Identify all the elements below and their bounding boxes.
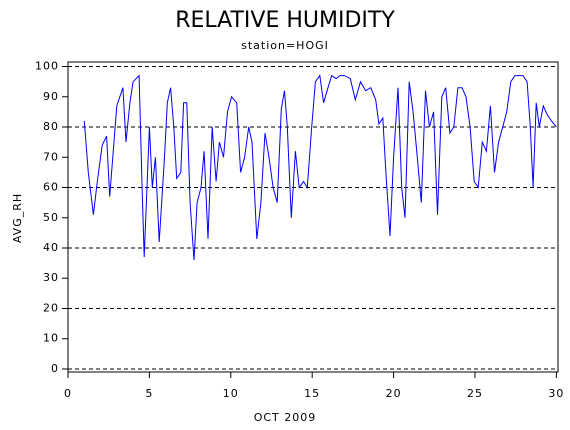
- plot-frame: [67, 61, 559, 373]
- y-tick-label: 30: [43, 271, 59, 284]
- y-tick-label: 90: [43, 90, 59, 103]
- x-tick-label: 15: [304, 387, 320, 400]
- data-line: [83, 74, 557, 261]
- x-tick-label: 0: [64, 387, 72, 400]
- y-tick-label: 10: [43, 332, 59, 345]
- y-axis-label: AVG_RH: [11, 193, 24, 243]
- chart-subtitle: station=HOGI: [241, 39, 329, 52]
- y-tick-label: 40: [43, 241, 59, 254]
- x-tick-label: 5: [145, 387, 153, 400]
- y-tick-label: 50: [43, 211, 59, 224]
- x-tick-label: 25: [467, 387, 483, 400]
- y-tick-label: 60: [43, 181, 59, 194]
- x-tick-label: 30: [548, 387, 564, 400]
- y-tick-label: 0: [51, 362, 59, 375]
- x-tick-label: 20: [386, 387, 402, 400]
- x-tick-label: 10: [223, 387, 239, 400]
- x-axis-label: OCT 2009: [254, 411, 317, 424]
- y-tick-label: 70: [43, 150, 59, 163]
- y-tick-label: 100: [35, 60, 59, 73]
- y-tick-label: 20: [43, 301, 59, 314]
- chart-title: RELATIVE HUMIDITY: [175, 8, 395, 33]
- y-tick-label: 80: [43, 120, 59, 133]
